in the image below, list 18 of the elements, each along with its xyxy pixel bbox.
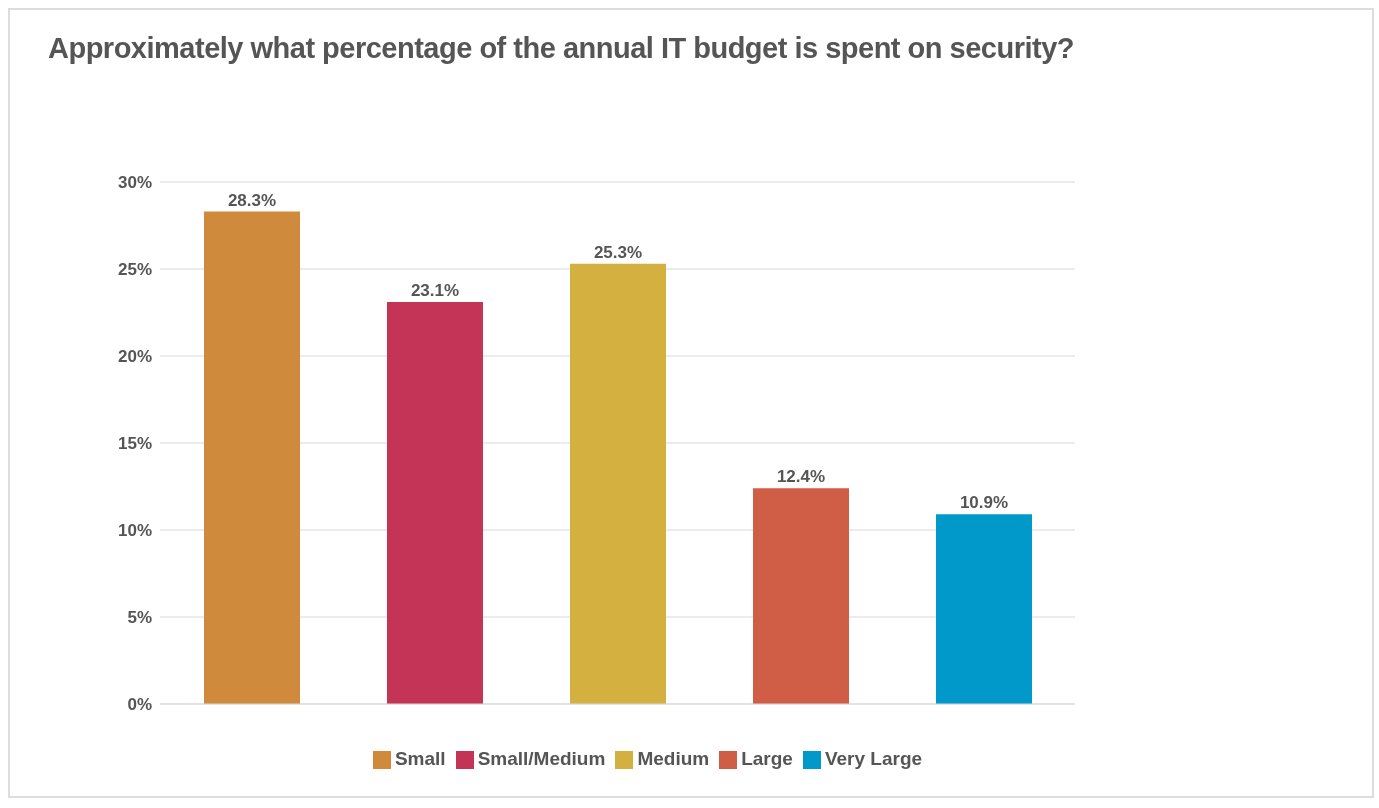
y-tick-label: 0% <box>127 695 152 715</box>
data-label: 10.9% <box>959 493 1009 513</box>
data-label: 23.1% <box>410 281 460 301</box>
legend-label: Small <box>394 748 446 769</box>
y-tick-label: 25% <box>117 260 152 280</box>
y-tick-label: 5% <box>127 608 152 628</box>
legend-label: Small/Medium <box>477 748 606 769</box>
y-tick-label: 15% <box>117 434 152 454</box>
data-label: 12.4% <box>776 467 826 487</box>
y-tick-label: 30% <box>117 173 152 193</box>
legend-label: Large <box>741 748 793 769</box>
chart-title: Approximately what percentage of the annual IT budget is spent on security? <box>48 32 1074 65</box>
y-tick-label: 10% <box>117 521 152 541</box>
legend-label: Very Large <box>824 748 923 769</box>
data-label: 25.3% <box>593 242 643 262</box>
legend-label: Medium <box>637 748 710 769</box>
y-tick-label: 20% <box>117 347 152 367</box>
data-label: 28.3% <box>227 190 277 210</box>
